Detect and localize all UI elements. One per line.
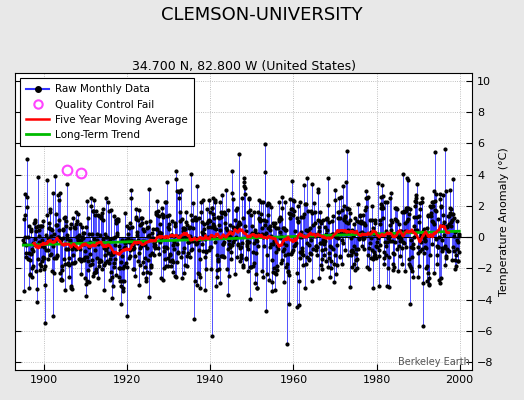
Text: CLEMSON-UNIVERSITY: CLEMSON-UNIVERSITY <box>161 6 363 24</box>
Legend: Raw Monthly Data, Quality Control Fail, Five Year Moving Average, Long-Term Tren: Raw Monthly Data, Quality Control Fail, … <box>20 78 193 146</box>
Text: Berkeley Earth: Berkeley Earth <box>398 357 470 367</box>
Title: 34.700 N, 82.800 W (United States): 34.700 N, 82.800 W (United States) <box>132 60 356 73</box>
Y-axis label: Temperature Anomaly (°C): Temperature Anomaly (°C) <box>499 147 509 296</box>
